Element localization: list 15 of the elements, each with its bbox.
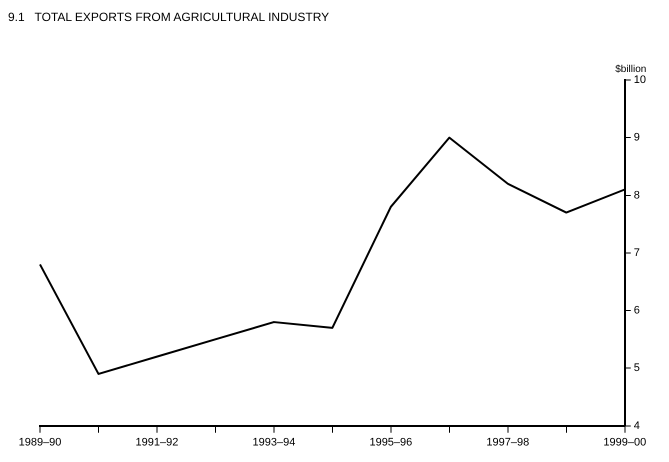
- x-tick-label: 1997–98: [486, 436, 530, 448]
- chart-title: 9.1 TOTAL EXPORTS FROM AGRICULTURAL INDUSTRY: [8, 10, 330, 24]
- x-tick-label: 1991–92: [136, 436, 178, 448]
- y-tick-label: 5: [634, 362, 640, 374]
- x-tick-label: 1995–96: [369, 436, 412, 448]
- x-tick-label: 1989–90: [18, 436, 62, 448]
- y-axis-title: $billion: [615, 64, 646, 75]
- y-tick-label: 7: [634, 246, 640, 259]
- y-tick-label: 4: [634, 420, 640, 432]
- x-tick-label: 1999–00: [603, 436, 646, 448]
- y-tick-label: 6: [634, 304, 640, 317]
- y-tick-label: 9: [634, 132, 640, 144]
- x-tick-label: 1993–94: [252, 436, 296, 448]
- y-tick-label: 8: [634, 189, 640, 202]
- y-tick-label: 10: [634, 74, 646, 86]
